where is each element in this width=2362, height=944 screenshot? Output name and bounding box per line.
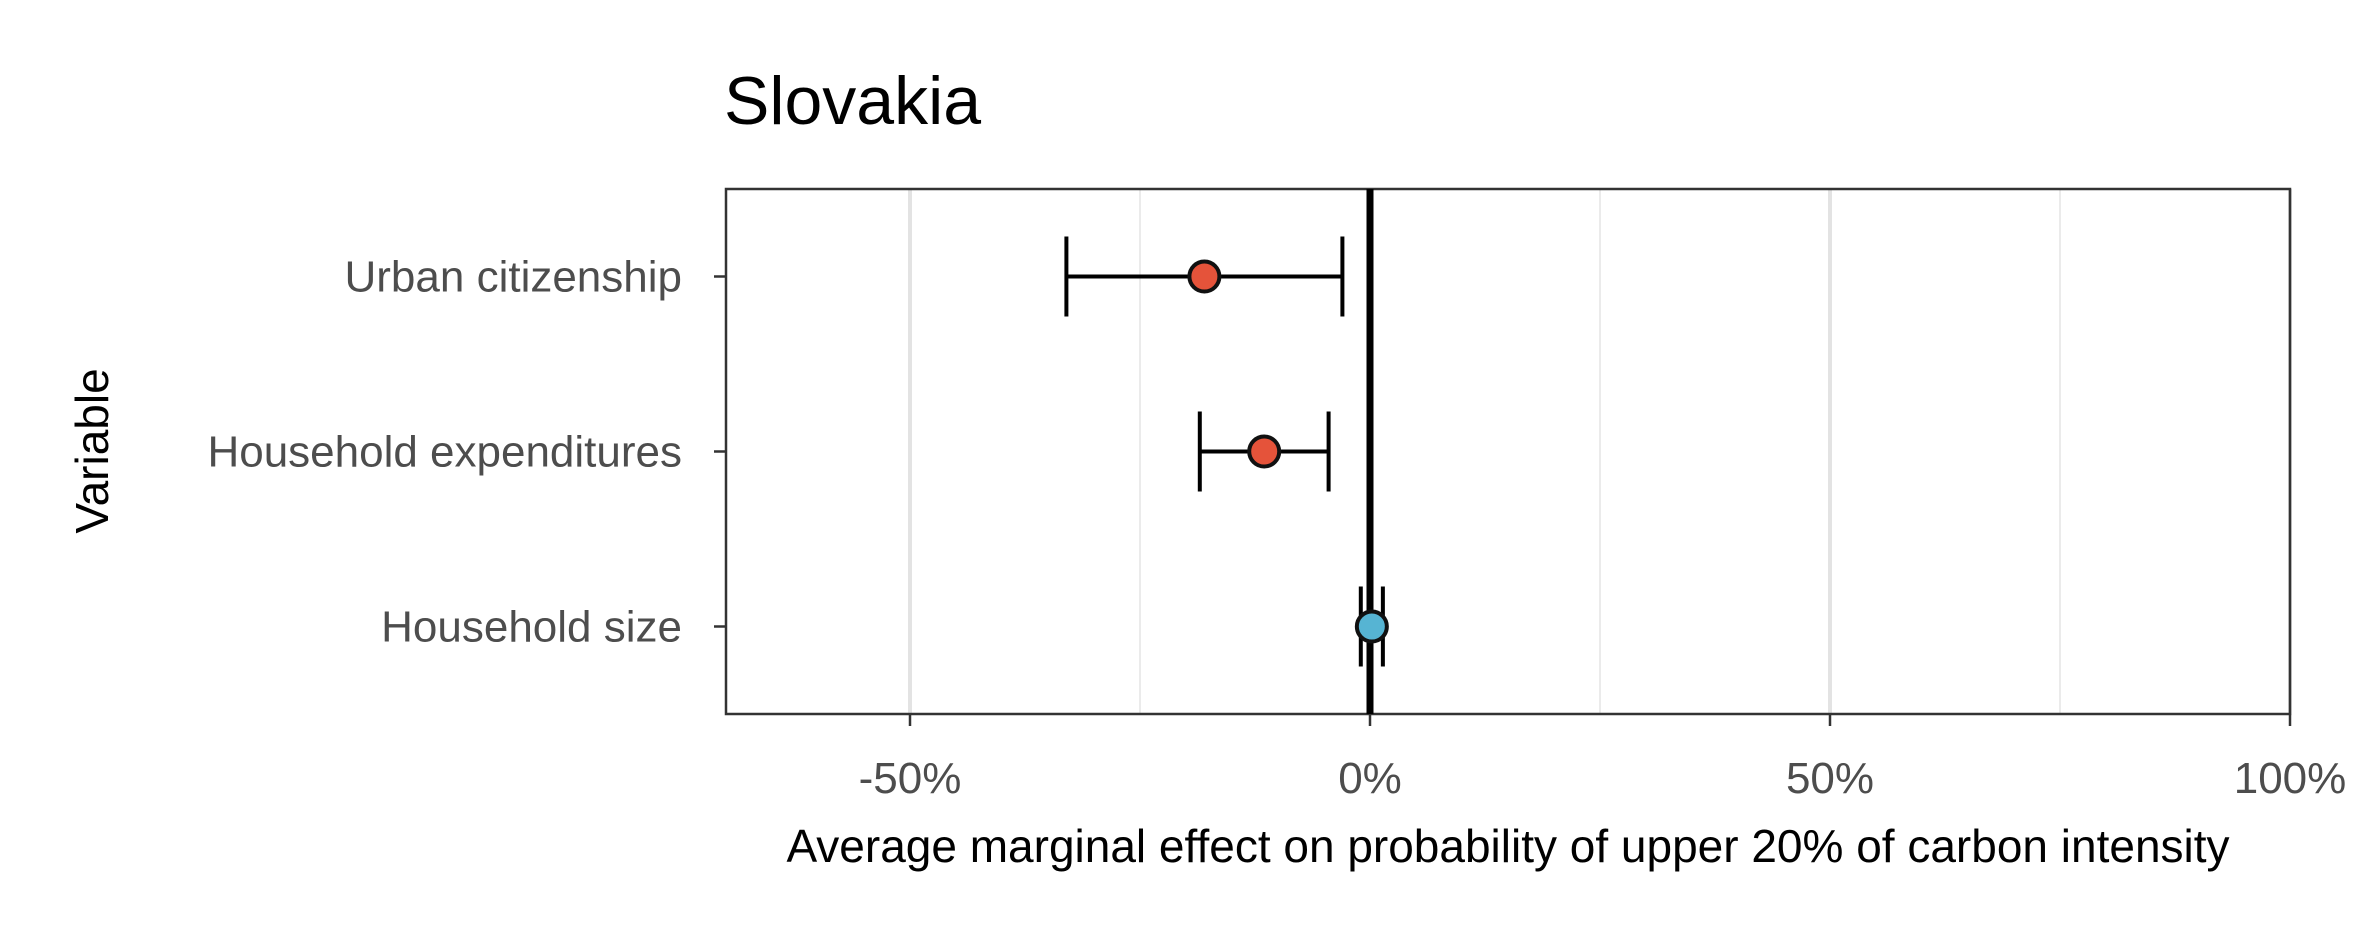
plot-area: -50% 0% 50% 100% Urban citizenship Household … [207,187,2347,803]
data-point [1354,609,1389,644]
data-point [1247,434,1282,469]
y-tick-label: Urban citizenship [345,253,683,302]
x-tick-label: 0% [1338,754,1402,803]
y-tick-label: Household expenditures [207,428,682,477]
x-tick-label: -50% [859,754,962,803]
plot-panel-border [724,187,2292,716]
chart-title: Slovakia [724,63,981,139]
x-tick-label: 100% [2234,754,2347,803]
data-point [1187,259,1222,294]
y-axis-title: Variable [66,368,118,533]
x-axis-title: Average marginal effect on probability o… [786,820,2229,872]
y-tick-label: Household size [381,603,682,652]
x-tick-label: 50% [1786,754,1874,803]
